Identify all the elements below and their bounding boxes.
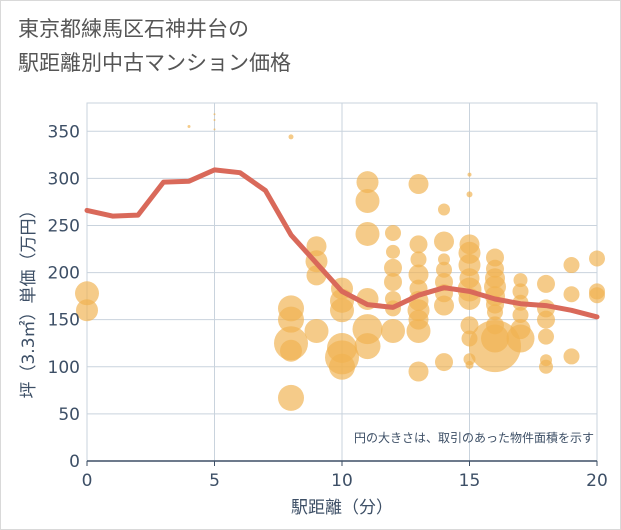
trend-line bbox=[84, 167, 600, 320]
x-tick-label-2: 10 bbox=[331, 471, 353, 491]
bubble-point-34 bbox=[381, 318, 405, 343]
bubble-point-0 bbox=[75, 281, 99, 306]
bubble-point-52 bbox=[435, 353, 453, 372]
bubble-point-48 bbox=[436, 261, 452, 278]
bubble-point-76 bbox=[512, 283, 529, 300]
bubble-point-22 bbox=[356, 171, 379, 194]
bubble-point-15 bbox=[304, 318, 329, 343]
bubble-point-43 bbox=[406, 318, 431, 343]
bubble-point-86 bbox=[539, 359, 553, 374]
bubble-point-6 bbox=[288, 134, 294, 140]
bubble-point-45 bbox=[438, 203, 450, 216]
x-tick-label-3: 15 bbox=[459, 471, 481, 491]
y-tick-label-5: 250 bbox=[48, 216, 80, 236]
bubble-point-27 bbox=[354, 333, 381, 360]
bubble-point-89 bbox=[563, 348, 580, 365]
y-tick-label-1: 50 bbox=[58, 405, 80, 425]
y-tick-label-4: 200 bbox=[48, 264, 80, 284]
bubble-point-64 bbox=[465, 360, 474, 369]
bubble-point-2 bbox=[187, 125, 191, 129]
bubble-point-80 bbox=[506, 324, 535, 353]
chart-title-line2: 駅距離別中古マンション価格 bbox=[18, 51, 291, 75]
x-axis-ticks: 0 5 10 15 20 bbox=[82, 461, 608, 491]
bubble-point-30 bbox=[384, 258, 402, 277]
bubble-point-4 bbox=[213, 118, 216, 121]
bubble-point-21 bbox=[329, 353, 355, 380]
bubble-point-54 bbox=[466, 191, 473, 198]
x-tick-label-4: 20 bbox=[586, 471, 608, 491]
bubble-point-78 bbox=[512, 306, 529, 323]
bubble-series bbox=[75, 113, 605, 411]
y-tick-label-2: 100 bbox=[48, 358, 80, 378]
x-axis-title: 駅距離（分） bbox=[291, 498, 393, 518]
bubble-point-23 bbox=[355, 188, 380, 213]
bubble-point-83 bbox=[537, 310, 555, 329]
bubble-point-46 bbox=[434, 231, 454, 252]
bubble-point-5 bbox=[213, 128, 216, 131]
x-tick-label-1: 5 bbox=[209, 471, 220, 491]
bubble-point-90 bbox=[589, 250, 605, 267]
bubble-point-36 bbox=[409, 235, 428, 254]
bubble-point-84 bbox=[538, 328, 554, 345]
bubble-point-1 bbox=[76, 299, 98, 322]
bubble-point-31 bbox=[384, 273, 402, 291]
y-tick-label-3: 150 bbox=[48, 311, 80, 331]
bubble-point-24 bbox=[355, 221, 380, 246]
bubble-point-87 bbox=[563, 257, 580, 274]
size-annotation: 円の大きさは、取引のあった物件面積を示す bbox=[354, 430, 594, 445]
bubble-point-3 bbox=[213, 113, 216, 116]
bubble-point-11 bbox=[278, 384, 304, 411]
bubble-point-29 bbox=[386, 244, 400, 259]
bubble-point-92 bbox=[589, 287, 605, 304]
bubble-point-18 bbox=[330, 298, 354, 323]
bubble-point-38 bbox=[408, 264, 429, 285]
bubble-point-71 bbox=[487, 304, 503, 321]
bubble-point-35 bbox=[408, 174, 429, 195]
y-axis-title: 坪（3.3㎡）単価（万円） bbox=[19, 201, 39, 398]
bubble-point-75 bbox=[513, 273, 528, 288]
y-tick-label-0: 0 bbox=[69, 452, 80, 472]
y-tick-label-6: 300 bbox=[48, 169, 80, 189]
bubble-point-28 bbox=[385, 225, 401, 242]
bubble-point-12 bbox=[306, 236, 327, 257]
chart-title: 東京都練馬区石神井台の 駅距離別中古マンション価格 bbox=[18, 12, 291, 80]
trend-line-series bbox=[84, 167, 600, 320]
x-tick-label-0: 0 bbox=[82, 471, 93, 491]
bubble-point-51 bbox=[434, 295, 454, 316]
bubble-point-88 bbox=[563, 286, 580, 303]
bubble-point-81 bbox=[537, 274, 555, 293]
bubble-point-10 bbox=[280, 339, 302, 362]
y-tick-label-7: 350 bbox=[48, 122, 80, 142]
bubble-point-37 bbox=[410, 251, 427, 268]
y-axis-ticks: 0 50 100 150 200 250 300 350 bbox=[48, 122, 80, 472]
chart-title-line1: 東京都練馬区石神井台の bbox=[18, 17, 249, 41]
bubble-point-61 bbox=[460, 316, 479, 335]
bubble-point-44 bbox=[408, 361, 429, 382]
bubble-point-53 bbox=[467, 172, 472, 177]
bubble-point-8 bbox=[278, 306, 304, 333]
